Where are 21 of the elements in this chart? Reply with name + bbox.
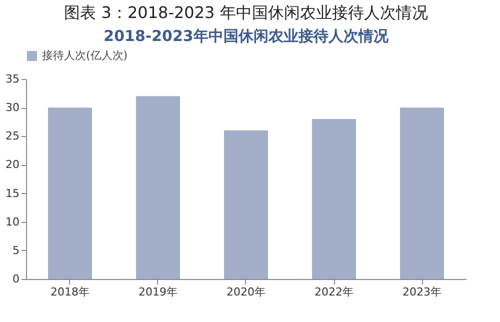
y-tick-label: 20	[6, 158, 20, 172]
bar	[224, 130, 268, 279]
x-tick-label: 2018年	[50, 286, 90, 298]
y-tick-label: 25	[6, 130, 20, 143]
x-tick-label: 2019年	[138, 286, 178, 298]
chart-title: 图表 3：2018-2023 年中国休闲农业接待人次情况	[64, 3, 428, 22]
y-tick-label: 10	[6, 215, 20, 228]
y-tick-label: 15	[6, 186, 20, 200]
chart-subtitle: 2018-2023年中国休闲农业接待人次情况	[104, 27, 390, 45]
y-tick-label: 5	[12, 244, 20, 257]
legend-label: 接待人次(亿人次)	[42, 49, 128, 62]
bar	[312, 119, 356, 279]
x-tick-label: 2023年	[402, 286, 442, 298]
y-tick-label: 35	[6, 72, 20, 86]
bar	[136, 96, 180, 279]
bar	[400, 108, 444, 279]
x-tick-label: 2022年	[314, 286, 354, 298]
bar	[48, 108, 92, 279]
y-tick-label: 0	[12, 272, 20, 286]
y-tick-label: 30	[6, 101, 20, 114]
x-tick-label: 2020年	[226, 286, 266, 298]
